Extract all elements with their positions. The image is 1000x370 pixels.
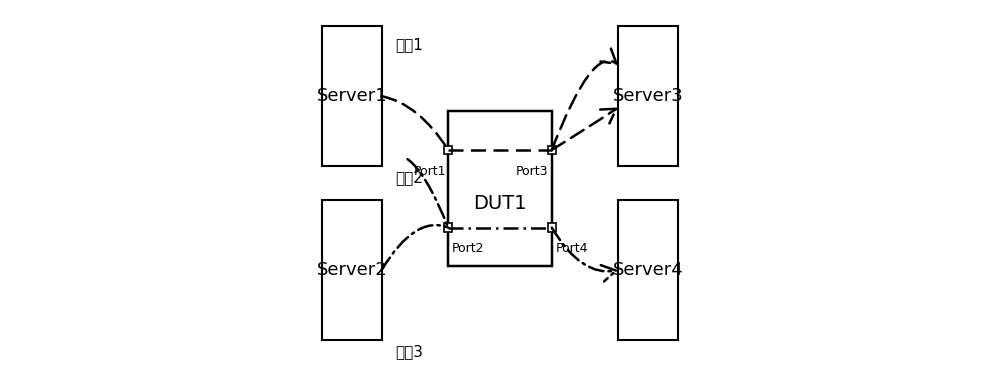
Text: 流量2: 流量2 [395,170,423,185]
Text: Server2: Server2 [317,261,387,279]
FancyBboxPatch shape [444,146,452,154]
FancyBboxPatch shape [548,223,556,232]
Text: DUT1: DUT1 [473,194,527,213]
Text: Port2: Port2 [452,242,484,255]
Text: Server3: Server3 [613,87,683,105]
Text: Port3: Port3 [516,165,548,178]
Text: 流量3: 流量3 [395,344,423,359]
FancyBboxPatch shape [322,26,382,166]
FancyArrowPatch shape [552,228,616,282]
FancyArrowPatch shape [552,109,616,150]
FancyArrowPatch shape [552,48,617,150]
FancyArrowPatch shape [382,225,448,270]
FancyBboxPatch shape [444,223,452,232]
FancyArrowPatch shape [408,159,448,228]
Text: Server1: Server1 [317,87,387,105]
FancyBboxPatch shape [448,111,552,266]
FancyBboxPatch shape [618,26,678,166]
Text: 流量1: 流量1 [395,37,423,52]
Text: Port1: Port1 [414,165,446,178]
FancyBboxPatch shape [322,200,382,340]
Text: Server4: Server4 [613,261,683,279]
FancyBboxPatch shape [548,146,556,154]
Text: Port4: Port4 [556,242,588,255]
FancyArrowPatch shape [382,96,448,150]
FancyBboxPatch shape [618,200,678,340]
